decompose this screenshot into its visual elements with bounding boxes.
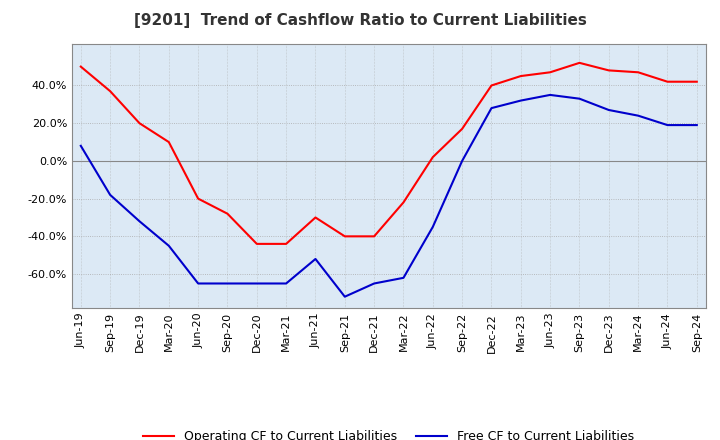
Operating CF to Current Liabilities [428,154,437,160]
Operating CF to Current Liabilities [516,73,525,79]
Operating CF to Current Liabilities [282,241,290,246]
Operating CF to Current Liabilities [194,196,202,201]
Free CF to Current Liabilities [399,275,408,280]
Free CF to Current Liabilities [282,281,290,286]
Operating CF to Current Liabilities [663,79,672,84]
Operating CF to Current Liabilities [399,200,408,205]
Free CF to Current Liabilities [663,122,672,128]
Operating CF to Current Liabilities [693,79,701,84]
Operating CF to Current Liabilities [341,234,349,239]
Legend: Operating CF to Current Liabilities, Free CF to Current Liabilities: Operating CF to Current Liabilities, Fre… [138,425,639,440]
Operating CF to Current Liabilities [76,64,85,69]
Operating CF to Current Liabilities [458,126,467,132]
Free CF to Current Liabilities [458,158,467,164]
Operating CF to Current Liabilities [634,70,642,75]
Free CF to Current Liabilities [194,281,202,286]
Operating CF to Current Liabilities [370,234,379,239]
Free CF to Current Liabilities [76,143,85,148]
Operating CF to Current Liabilities [223,211,232,216]
Line: Operating CF to Current Liabilities: Operating CF to Current Liabilities [81,63,697,244]
Free CF to Current Liabilities [253,281,261,286]
Line: Free CF to Current Liabilities: Free CF to Current Liabilities [81,95,697,297]
Free CF to Current Liabilities [341,294,349,299]
Free CF to Current Liabilities [516,98,525,103]
Operating CF to Current Liabilities [487,83,496,88]
Operating CF to Current Liabilities [106,88,114,94]
Free CF to Current Liabilities [605,107,613,113]
Text: [9201]  Trend of Cashflow Ratio to Current Liabilities: [9201] Trend of Cashflow Ratio to Curren… [134,13,586,28]
Free CF to Current Liabilities [135,219,144,224]
Free CF to Current Liabilities [487,106,496,111]
Operating CF to Current Liabilities [605,68,613,73]
Free CF to Current Liabilities [223,281,232,286]
Operating CF to Current Liabilities [575,60,584,66]
Operating CF to Current Liabilities [311,215,320,220]
Free CF to Current Liabilities [575,96,584,101]
Free CF to Current Liabilities [370,281,379,286]
Free CF to Current Liabilities [546,92,554,98]
Free CF to Current Liabilities [428,224,437,230]
Free CF to Current Liabilities [164,243,173,249]
Free CF to Current Liabilities [693,122,701,128]
Free CF to Current Liabilities [311,257,320,262]
Free CF to Current Liabilities [106,192,114,198]
Operating CF to Current Liabilities [546,70,554,75]
Operating CF to Current Liabilities [164,139,173,145]
Operating CF to Current Liabilities [253,241,261,246]
Free CF to Current Liabilities [634,113,642,118]
Operating CF to Current Liabilities [135,121,144,126]
